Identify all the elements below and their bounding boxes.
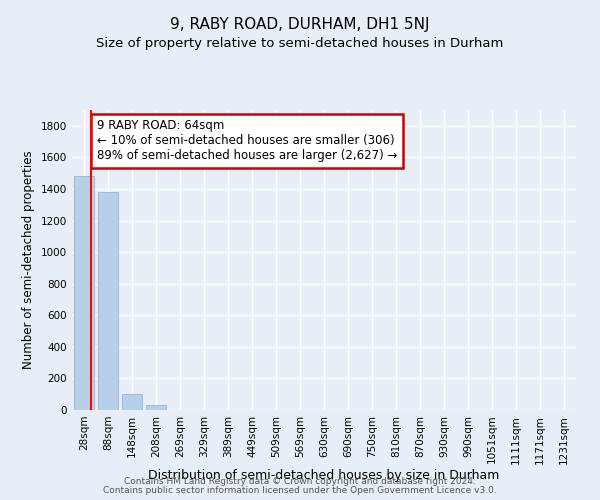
Text: 9 RABY ROAD: 64sqm
← 10% of semi-detached houses are smaller (306)
89% of semi-d: 9 RABY ROAD: 64sqm ← 10% of semi-detache… — [97, 120, 398, 162]
X-axis label: Distribution of semi-detached houses by size in Durham: Distribution of semi-detached houses by … — [148, 469, 500, 482]
Text: Contains public sector information licensed under the Open Government Licence v3: Contains public sector information licen… — [103, 486, 497, 495]
Text: 9, RABY ROAD, DURHAM, DH1 5NJ: 9, RABY ROAD, DURHAM, DH1 5NJ — [170, 18, 430, 32]
Bar — [122, 394, 142, 410]
Bar — [98, 192, 118, 410]
Y-axis label: Number of semi-detached properties: Number of semi-detached properties — [22, 150, 35, 370]
Text: Contains HM Land Registry data © Crown copyright and database right 2024.: Contains HM Land Registry data © Crown c… — [124, 477, 476, 486]
Bar — [146, 406, 166, 410]
Bar — [74, 176, 94, 410]
Text: Size of property relative to semi-detached houses in Durham: Size of property relative to semi-detach… — [97, 38, 503, 51]
